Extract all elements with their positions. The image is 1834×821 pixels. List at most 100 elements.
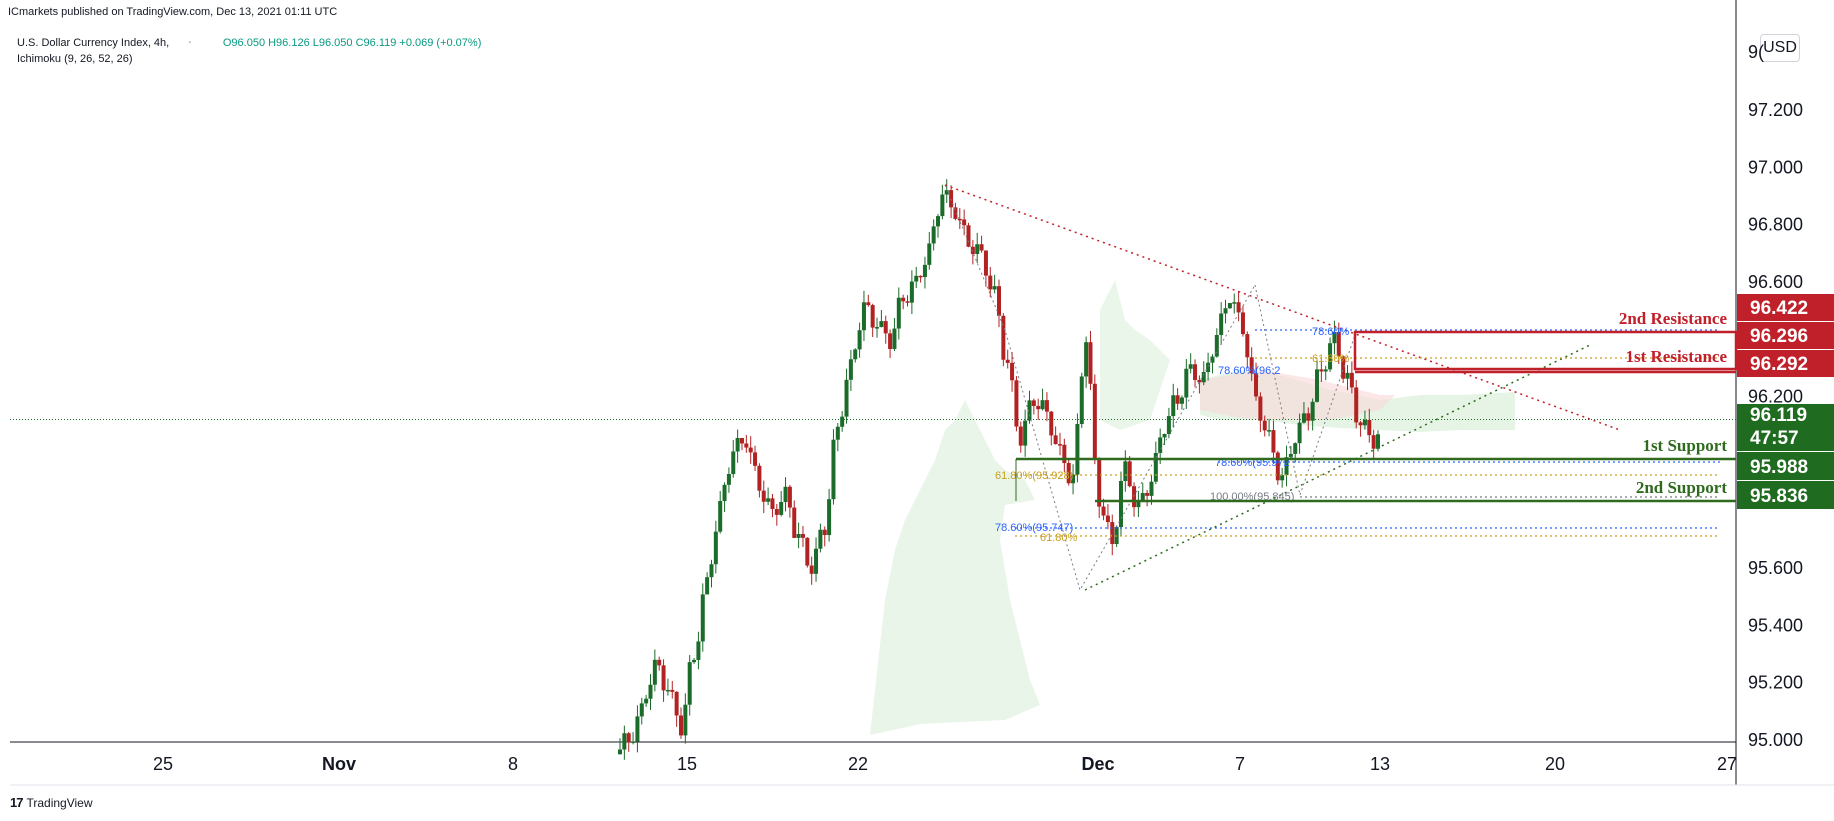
resistance-zone-box	[1353, 330, 1738, 371]
candle-body	[626, 733, 631, 743]
price-tag-label: 96.422	[1750, 298, 1808, 319]
x-tick-label: 7	[1235, 754, 1245, 774]
candle-body	[792, 507, 797, 538]
price-tag: 96.422	[1737, 294, 1834, 321]
candle-body	[883, 321, 888, 334]
candle-body	[1258, 396, 1263, 421]
candle-body	[1249, 357, 1254, 374]
candle-body	[639, 703, 644, 717]
x-tick-label: 13	[1370, 754, 1390, 774]
candle-body	[1044, 400, 1049, 412]
price-tag-label: 47:57	[1750, 428, 1799, 449]
candle-body	[901, 297, 906, 302]
candle-body	[1027, 400, 1032, 421]
candle-body	[922, 264, 927, 278]
candle-body	[1245, 334, 1250, 358]
price-tag: 96.119	[1737, 404, 1834, 428]
candles	[618, 179, 1380, 760]
x-tick-label: 22	[848, 754, 868, 774]
fib-label: 61.80%	[1312, 353, 1350, 365]
cloud-area-mid	[1100, 280, 1170, 430]
candle-body	[914, 275, 919, 282]
level-label: 1st Resistance	[1625, 347, 1727, 366]
candle-body	[726, 474, 731, 485]
candle-body	[1145, 493, 1150, 496]
price-tag-label: 96.296	[1750, 326, 1808, 347]
candle-body	[970, 246, 975, 254]
candle-body	[805, 537, 810, 566]
indicator-label[interactable]: Ichimoku (9, 26, 52, 26)	[17, 53, 133, 65]
candle-body	[705, 577, 710, 595]
candle-body	[1254, 373, 1259, 397]
candle-body	[1136, 501, 1141, 508]
fib-label: 61.80%	[1040, 532, 1078, 544]
price-tag-bg	[1737, 452, 1834, 480]
candle-body	[1367, 419, 1372, 436]
candle-body	[1201, 372, 1206, 383]
candle-body	[1127, 461, 1132, 487]
fib-swing-path	[1254, 284, 1356, 497]
y-tick-label: 95.000	[1748, 730, 1803, 750]
candle-body	[905, 301, 910, 303]
candle-body	[1262, 420, 1267, 431]
candle-body	[975, 244, 980, 254]
candle-body	[844, 379, 849, 417]
candle-body	[840, 416, 845, 427]
candle-body	[1110, 522, 1115, 545]
candle-body	[1349, 372, 1354, 388]
price-tag-bg	[1737, 322, 1834, 349]
candle-body	[753, 452, 758, 466]
candle-body	[957, 218, 962, 221]
candle-body	[1057, 444, 1062, 446]
chart-legend: U.S. Dollar Currency Index, 4h, ⋅ O96.05…	[17, 35, 481, 67]
candle-body	[709, 564, 714, 578]
y-tick-label: 97.000	[1748, 157, 1803, 177]
symbol-label[interactable]: U.S. Dollar Currency Index, 4h,	[17, 37, 170, 49]
y-tick-label: 95.600	[1748, 558, 1803, 578]
fib-label: 78.60%	[1312, 326, 1350, 338]
level-label: 2nd Support	[1636, 478, 1728, 497]
cloud-area-left	[870, 400, 1040, 735]
candle-body	[818, 529, 823, 549]
candle-body	[683, 704, 688, 736]
price-tag: 96.292	[1737, 350, 1834, 377]
candle-body	[631, 741, 636, 743]
candle-body	[696, 641, 701, 660]
candle-body	[1053, 435, 1058, 445]
candle-body	[1206, 362, 1211, 373]
candle-body	[652, 659, 657, 685]
candle-body	[1049, 411, 1054, 436]
candle-body	[1297, 422, 1302, 444]
level-label: 1st Support	[1642, 436, 1727, 455]
candle-body	[1031, 400, 1036, 406]
candle-body	[940, 194, 945, 217]
price-tag-bg	[1737, 350, 1834, 377]
tradingview-brand: TradingView	[26, 795, 93, 810]
currency-button[interactable]: USD	[1760, 34, 1800, 62]
candle-body	[618, 749, 622, 755]
candle-body	[718, 501, 723, 532]
candle-body	[1153, 452, 1158, 482]
y-tick-label: 96.800	[1748, 215, 1803, 235]
candle-body	[1284, 457, 1289, 476]
price-tag-bg	[1737, 294, 1834, 321]
candle-body	[1088, 342, 1093, 384]
candle-body	[888, 333, 893, 349]
candle-body	[1105, 515, 1110, 523]
tradingview-footer: 17 TradingView	[10, 795, 93, 810]
x-tick-label: Nov	[322, 754, 356, 774]
sr-zones	[1015, 330, 1738, 503]
candle-body	[757, 465, 762, 491]
x-tick-label: 25	[153, 754, 173, 774]
candle-body	[1376, 434, 1380, 449]
price-tag: 95.836	[1737, 481, 1834, 509]
candle-body	[1336, 331, 1341, 357]
candle-body	[1280, 475, 1285, 481]
candle-body	[1040, 400, 1045, 410]
price-tag-bg	[1737, 404, 1834, 428]
candle-body	[1328, 343, 1333, 370]
fib-label: 78.60%(96.2	[1218, 365, 1280, 377]
candle-body	[1036, 405, 1041, 410]
candle-body	[1227, 303, 1232, 309]
